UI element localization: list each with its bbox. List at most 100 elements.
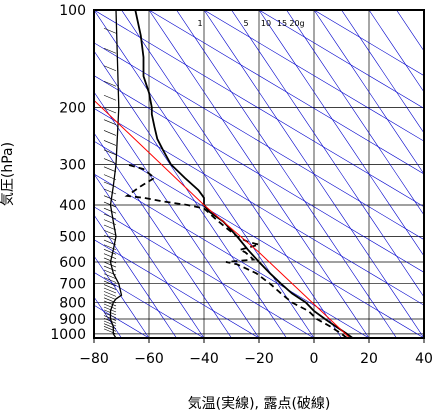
y-tick-label: 600 — [59, 255, 86, 271]
wind-barb — [103, 300, 117, 307]
y-tick-label: 400 — [59, 198, 86, 214]
reference-line — [148, 10, 424, 175]
wind-profile — [103, 10, 123, 338]
wind-barb — [103, 309, 117, 316]
mixing-ratio-label: 15 — [277, 19, 287, 28]
x-axis-title: 気温(実線), 露点(破線) — [188, 396, 331, 412]
wind-barb — [103, 257, 117, 264]
wind-barb — [103, 287, 117, 294]
wind-profile-line — [109, 10, 123, 338]
wind-barb — [103, 323, 117, 329]
wind-barb — [103, 181, 117, 188]
wind-barb — [103, 158, 117, 164]
x-tick-label: −40 — [189, 351, 219, 367]
reference-line — [94, 75, 424, 273]
wind-barb — [103, 269, 117, 276]
wind-barb — [103, 253, 117, 259]
wind-barb — [103, 219, 117, 225]
reference-line — [121, 10, 342, 338]
wind-barb — [103, 107, 117, 114]
wind-barb — [103, 265, 117, 272]
wind-barb — [103, 318, 117, 324]
y-tick-label: 900 — [59, 312, 86, 328]
wind-barb — [103, 284, 117, 290]
x-tick-label: 0 — [310, 351, 319, 367]
reference-line — [176, 10, 397, 338]
reference-line — [94, 173, 370, 338]
wind-barb — [103, 174, 117, 180]
series-layer — [94, 10, 354, 338]
wind-barb — [103, 213, 117, 220]
wind-barb — [103, 277, 117, 283]
wind-barb — [103, 65, 117, 72]
wind-barb — [103, 224, 117, 231]
x-tick-label: −80 — [79, 351, 109, 367]
y-tick-label: 100 — [59, 3, 86, 19]
y-axis-title: 気圧(hPa) — [0, 142, 16, 206]
reference-line — [94, 214, 177, 338]
reference-line — [94, 239, 260, 338]
mixing-ratio-labels: 1 5 10 15 20g — [197, 19, 304, 28]
wind-barb — [103, 326, 117, 332]
mixing-ratio-label: 20g — [289, 19, 304, 28]
wind-barb — [103, 80, 117, 87]
wind-barb — [103, 28, 117, 34]
y-tick-label: 700 — [59, 277, 86, 293]
wind-barb — [103, 328, 117, 335]
wind-barb — [103, 306, 117, 313]
reference-line — [94, 173, 205, 338]
wind-barb — [103, 261, 117, 268]
wind-barb — [103, 207, 117, 214]
wind-barb — [103, 294, 117, 300]
wind-barb — [103, 94, 117, 101]
wind-barb — [103, 201, 117, 208]
wind-barb — [103, 195, 117, 201]
reference-line — [94, 50, 287, 338]
reference-line — [341, 10, 424, 134]
wind-barb — [103, 320, 117, 327]
wind-barb — [103, 188, 117, 195]
wind-barb — [103, 229, 117, 236]
wind-barb — [103, 239, 117, 246]
plot-frame — [93, 9, 425, 339]
reference-lines — [94, 10, 424, 338]
mixing-ratio-label: 1 — [197, 19, 202, 28]
x-tick-label: 40 — [415, 351, 433, 367]
y-tick-label: 200 — [59, 100, 86, 116]
reference-line — [94, 108, 424, 306]
y-tick-label: 800 — [59, 295, 86, 311]
reference-line — [94, 42, 424, 240]
reference-line — [258, 10, 424, 109]
wind-barb — [103, 119, 117, 125]
wind-barb — [103, 47, 117, 54]
reference-line — [313, 10, 424, 76]
mixing-ratio-label: 5 — [243, 19, 248, 28]
reference-line — [368, 10, 424, 93]
wind-barb — [103, 244, 117, 251]
wind-barb — [103, 130, 117, 136]
wind-barb — [103, 249, 117, 255]
x-tick-label: 20 — [360, 351, 378, 367]
wind-barb — [103, 166, 117, 173]
reference-line — [423, 10, 424, 11]
wind-barb — [103, 234, 117, 241]
wind-barb — [103, 149, 117, 156]
wind-barb — [103, 273, 117, 280]
mixing-ratio-label: 10 — [261, 19, 271, 28]
parcel-line — [94, 99, 351, 338]
x-tick-labels: −80 −60 −40 −20 0 20 40 — [79, 351, 433, 367]
dewpoint-line — [124, 163, 348, 338]
reference-line — [94, 132, 232, 338]
wind-barb — [103, 291, 117, 297]
reference-line — [286, 10, 424, 216]
x-tick-label: −60 — [134, 351, 164, 367]
wind-barb — [103, 140, 117, 146]
x-tick-label: −20 — [244, 351, 274, 367]
wind-barb — [103, 303, 117, 310]
y-tick-label: 1000 — [50, 327, 86, 343]
wind-barb — [103, 312, 117, 319]
reference-line — [94, 10, 424, 208]
reference-line — [94, 206, 315, 338]
